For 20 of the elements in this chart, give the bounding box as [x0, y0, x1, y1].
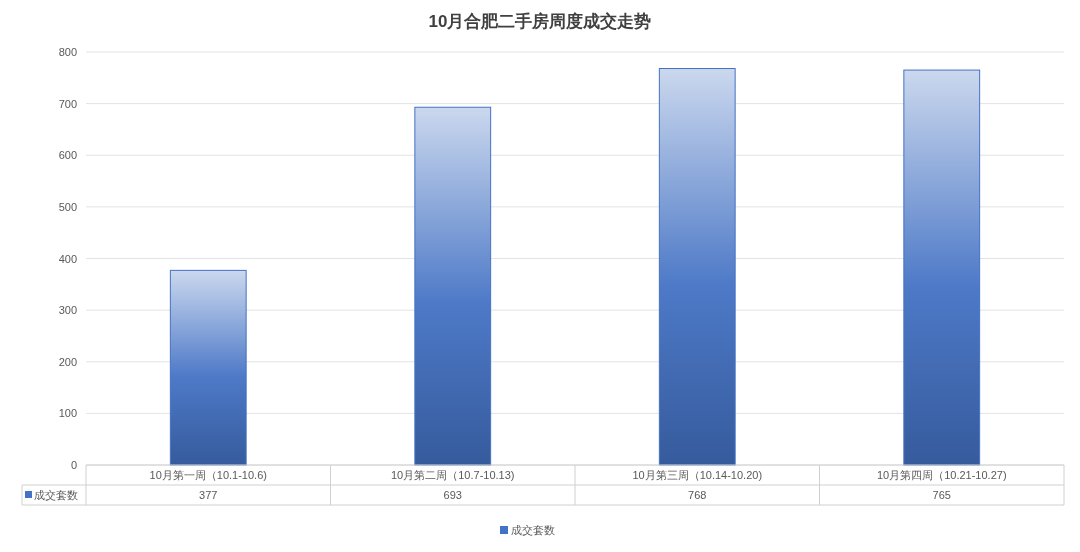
- ytick: 500: [58, 200, 77, 213]
- title: 10月合肥二手房周度成交走势: [428, 12, 652, 31]
- ytick: 600: [58, 149, 77, 162]
- data-label: 377: [199, 489, 218, 501]
- ytick: 700: [58, 97, 77, 110]
- table-series: 成交套数: [34, 489, 78, 501]
- ytick: 100: [58, 407, 77, 420]
- xtick: 10月第四周（10.21-10.27): [876, 469, 1007, 481]
- ytick: 400: [58, 252, 77, 265]
- xtick: 10月第一周（10.1-10.6): [149, 469, 267, 481]
- ytick: 800: [58, 46, 77, 58]
- legend: 成交套数: [511, 524, 555, 536]
- xtick: 10月第二周（10.7-10.13): [391, 469, 515, 481]
- ytick: 200: [58, 355, 77, 368]
- xtick: 10月第三周（10.14-10.20): [632, 469, 763, 481]
- data-label: 693: [443, 489, 462, 501]
- ytick: 300: [58, 304, 77, 317]
- ytick: 0: [70, 459, 77, 471]
- data-label: 768: [688, 489, 707, 501]
- data-label: 765: [932, 489, 951, 501]
